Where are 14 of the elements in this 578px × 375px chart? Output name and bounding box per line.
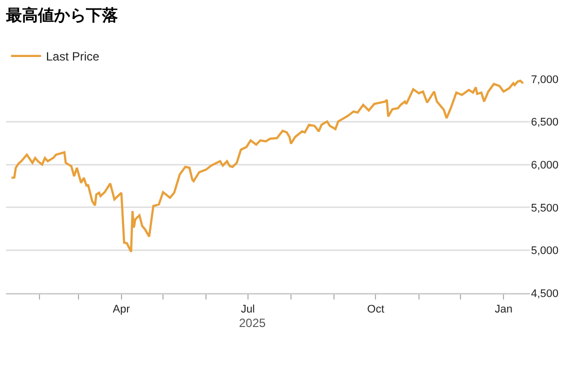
y-tick-label: 7,000 <box>531 74 559 86</box>
x-tick-label: Apr <box>112 304 130 316</box>
y-tick-label: 5,000 <box>531 245 559 258</box>
line-series <box>10 80 524 253</box>
y-tick-label: 4,500 <box>531 288 559 300</box>
y-tick-label: 6,000 <box>531 159 559 172</box>
x-tick-label: Jan <box>494 304 512 316</box>
x-tick-label: Jul <box>240 304 255 316</box>
legend-label: Last Price <box>46 50 100 64</box>
y-tick-label: 6,500 <box>531 116 559 129</box>
text: 2025 <box>239 316 266 330</box>
x-tick-label: Oct <box>367 304 384 316</box>
y-tick-label: 5,500 <box>531 202 559 214</box>
chart-title: 最高値から下落 <box>4 6 118 25</box>
